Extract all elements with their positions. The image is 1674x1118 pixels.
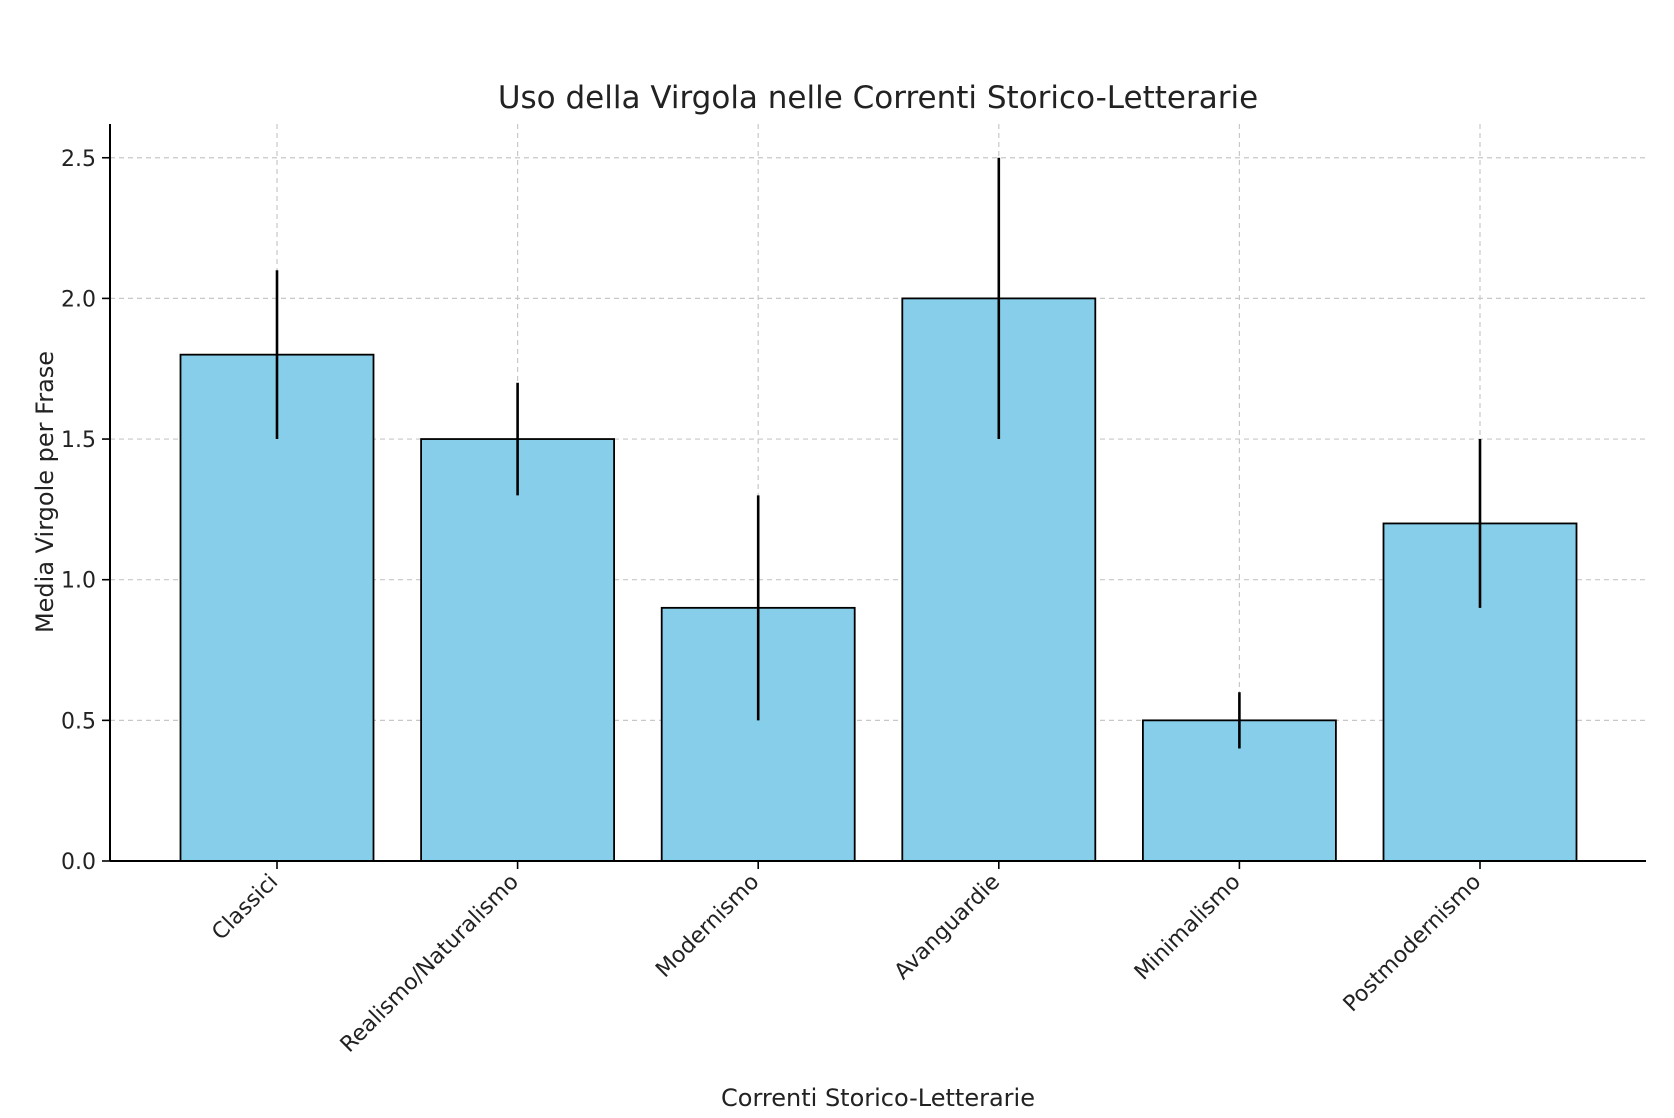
y-ticks: 0.0 0.5 1.0 1.5 2.0 2.5: [61, 147, 110, 875]
x-ticks: Classici Realismo/Naturalismo Modernismo Av…: [207, 861, 1486, 1058]
x-tick-label: Minimalismo: [1130, 870, 1246, 986]
y-tick-label: 1.5: [61, 428, 96, 453]
y-tick-label: 0.5: [61, 709, 96, 734]
y-axis-label: Media Virgole per Frase: [31, 351, 59, 633]
x-axis-label: Correnti Storico-Letterarie: [721, 1084, 1035, 1112]
y-tick-label: 0.0: [61, 850, 96, 875]
chart-title: Uso della Virgola nelle Correnti Storico…: [498, 80, 1258, 116]
x-tick-label: Classici: [207, 870, 283, 946]
x-tick-label: Modernismo: [651, 870, 764, 983]
x-tick-label: Avanguardie: [890, 870, 1005, 985]
y-tick-label: 1.0: [61, 569, 96, 594]
axes: [109, 124, 1646, 862]
error-bars: [275, 157, 1482, 749]
y-tick-label: 2.5: [61, 147, 96, 172]
bar: [420, 438, 616, 862]
x-tick-label: Postmodernismo: [1339, 870, 1486, 1017]
bars: [179, 297, 1578, 862]
y-tick-label: 2.0: [61, 287, 96, 312]
x-tick-label: Realismo/Naturalismo: [336, 870, 524, 1058]
